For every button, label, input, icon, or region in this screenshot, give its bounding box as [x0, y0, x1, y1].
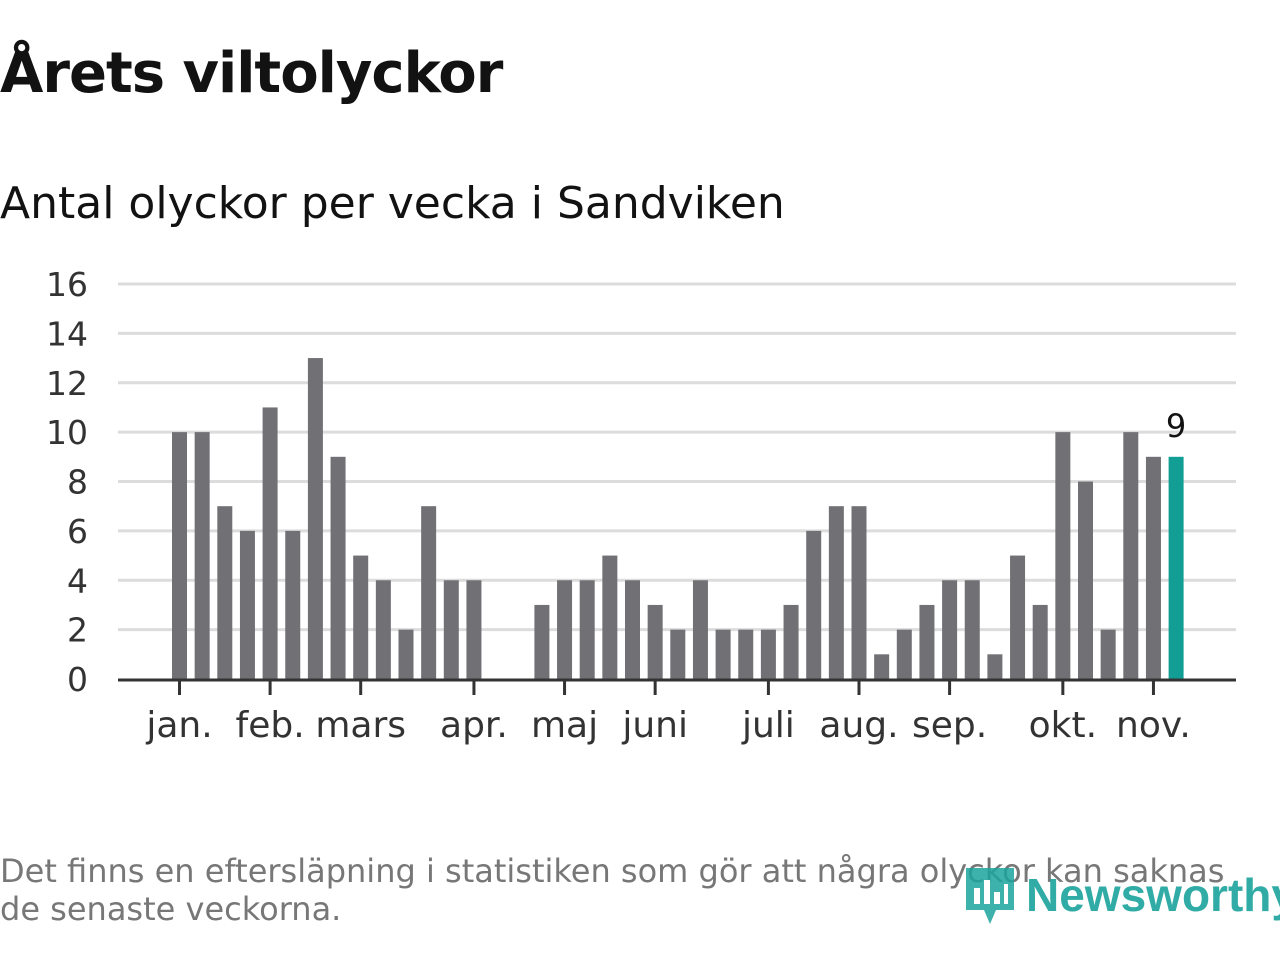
bar [670, 629, 686, 679]
newsworthy-logo-icon [966, 868, 1014, 924]
bar [1123, 432, 1139, 679]
y-tick-label: 10 [46, 413, 88, 452]
bar [647, 604, 663, 679]
bar [194, 432, 210, 679]
gridlines [118, 282, 1236, 632]
bar [330, 456, 346, 679]
bar [964, 580, 980, 679]
bar [851, 506, 867, 679]
bar [557, 580, 573, 679]
x-tick-label: okt. [1029, 705, 1097, 746]
bar [398, 629, 414, 679]
x-tick-label: mars [315, 705, 406, 746]
bar [692, 580, 708, 679]
y-tick-label: 8 [67, 463, 88, 502]
bar [1145, 456, 1161, 679]
footnote: Det finns en eftersläpning i statistiken… [0, 852, 1225, 928]
bar [783, 604, 799, 679]
bar [738, 629, 754, 679]
bar [534, 604, 550, 679]
bar [602, 555, 618, 679]
bar [579, 580, 595, 679]
x-tick-label: maj [531, 705, 598, 746]
bar [466, 580, 482, 679]
bar [1010, 555, 1026, 679]
bar [806, 530, 822, 679]
bar [1055, 432, 1071, 679]
y-tick-label: 16 [46, 265, 88, 304]
data-label-last: 9 [1166, 407, 1186, 445]
bar [1078, 481, 1093, 679]
y-tick-label: 6 [67, 512, 88, 551]
x-tick-label: nov. [1116, 705, 1191, 746]
bar [375, 580, 391, 679]
bar [828, 506, 844, 679]
x-tick-label: aug. [819, 705, 898, 746]
bar [1100, 629, 1116, 679]
x-tick-label: sep. [912, 705, 987, 746]
x-tick-label: jan. [145, 705, 212, 746]
bar [896, 629, 912, 679]
x-tick-label: juni [621, 705, 688, 746]
y-tick-label: 0 [67, 660, 88, 699]
bar [217, 506, 233, 679]
bar [987, 654, 1003, 679]
bar [421, 506, 437, 679]
y-tick-label: 2 [67, 611, 88, 650]
x-tick-label: feb. [236, 705, 305, 746]
bar-highlight [1168, 456, 1184, 679]
bar [443, 580, 459, 679]
brand-name: Newsworthy [1026, 869, 1280, 921]
bar [307, 358, 323, 679]
bar [715, 629, 731, 679]
brand-logo: Newsworthy [962, 860, 1280, 930]
bar [874, 654, 890, 679]
bar [239, 530, 255, 679]
bars [172, 358, 1184, 679]
chart-subtitle: Antal olyckor per vecka i Sandviken [0, 178, 785, 229]
y-tick-label: 4 [67, 561, 88, 600]
y-axis-ticks: 0 2 4 6 8 10 12 14 16 [46, 265, 88, 699]
bar [172, 432, 187, 679]
bar [353, 555, 369, 679]
bar [942, 580, 958, 679]
x-axis-ticks: jan. feb. mars apr. maj juni juli aug. sep. okt. n… [145, 680, 1191, 746]
x-tick-label: juli [741, 705, 795, 746]
x-tick-label: apr. [440, 705, 508, 746]
bar [919, 604, 935, 679]
bar-chart: 0 2 4 6 8 10 12 14 16 jan. feb. mars apr. maj juni jul… [46, 265, 1236, 746]
y-tick-label: 14 [46, 314, 88, 353]
bar [625, 580, 640, 679]
bar [760, 629, 776, 679]
y-tick-label: 12 [46, 364, 88, 403]
bar [262, 407, 278, 679]
bar [285, 530, 301, 679]
bar [1032, 604, 1048, 679]
chart-title: Årets viltolyckor [0, 41, 503, 106]
data-labels: 9 [1166, 407, 1186, 445]
